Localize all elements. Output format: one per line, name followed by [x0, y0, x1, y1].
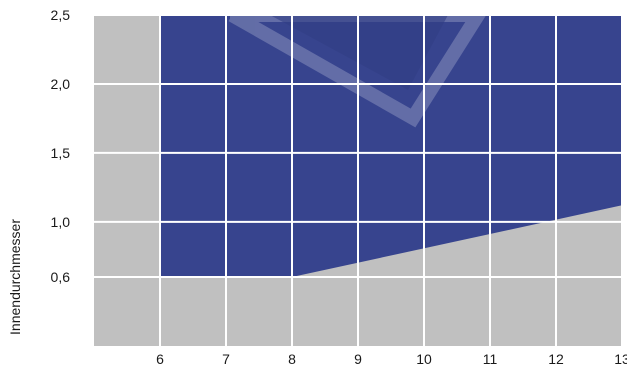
x-tick-label-5: 11 [483, 351, 498, 367]
y-tick-label-2: 1,5 [51, 145, 71, 161]
x-tick-label-0: 6 [156, 351, 164, 367]
x-tick-label-3: 9 [354, 351, 362, 367]
x-tick-label-2: 8 [288, 351, 296, 367]
region-area [160, 15, 622, 277]
y-tick-label-1: 1,0 [51, 214, 71, 230]
y-axis-label: Innendurchmesser [7, 219, 23, 335]
y-tick-label-3: 2,0 [51, 76, 71, 92]
x-tick-label-4: 10 [416, 351, 432, 367]
y-tick-label-0: 0,6 [51, 269, 71, 285]
y-tick-label-4: 2,5 [51, 7, 71, 23]
x-tick-label-1: 7 [222, 351, 230, 367]
x-tick-label-6: 12 [548, 351, 564, 367]
x-tick-label-7: 13 [614, 351, 627, 367]
